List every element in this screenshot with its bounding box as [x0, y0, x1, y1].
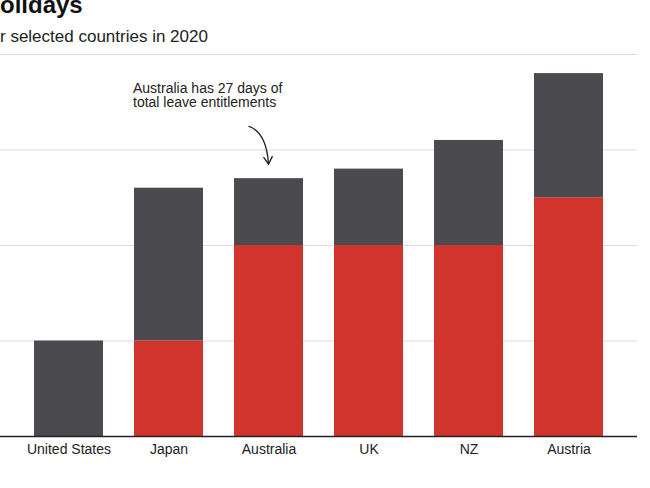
html-text:r selected countries in 2020: r selected countries in 2020: [0, 27, 208, 46]
svg-text:Austria: Austria: [547, 441, 591, 457]
svg-text:Australia has 27 days oftotal: Australia has 27 days oftotal leave enti…: [133, 80, 283, 110]
svg-text:United States: United States: [27, 441, 111, 457]
svg-text:NZ: NZ: [460, 441, 479, 457]
svg-text:UK: UK: [359, 441, 379, 457]
svg-text:Australia: Australia: [242, 441, 297, 457]
svg-text:Japan: Japan: [150, 441, 188, 457]
